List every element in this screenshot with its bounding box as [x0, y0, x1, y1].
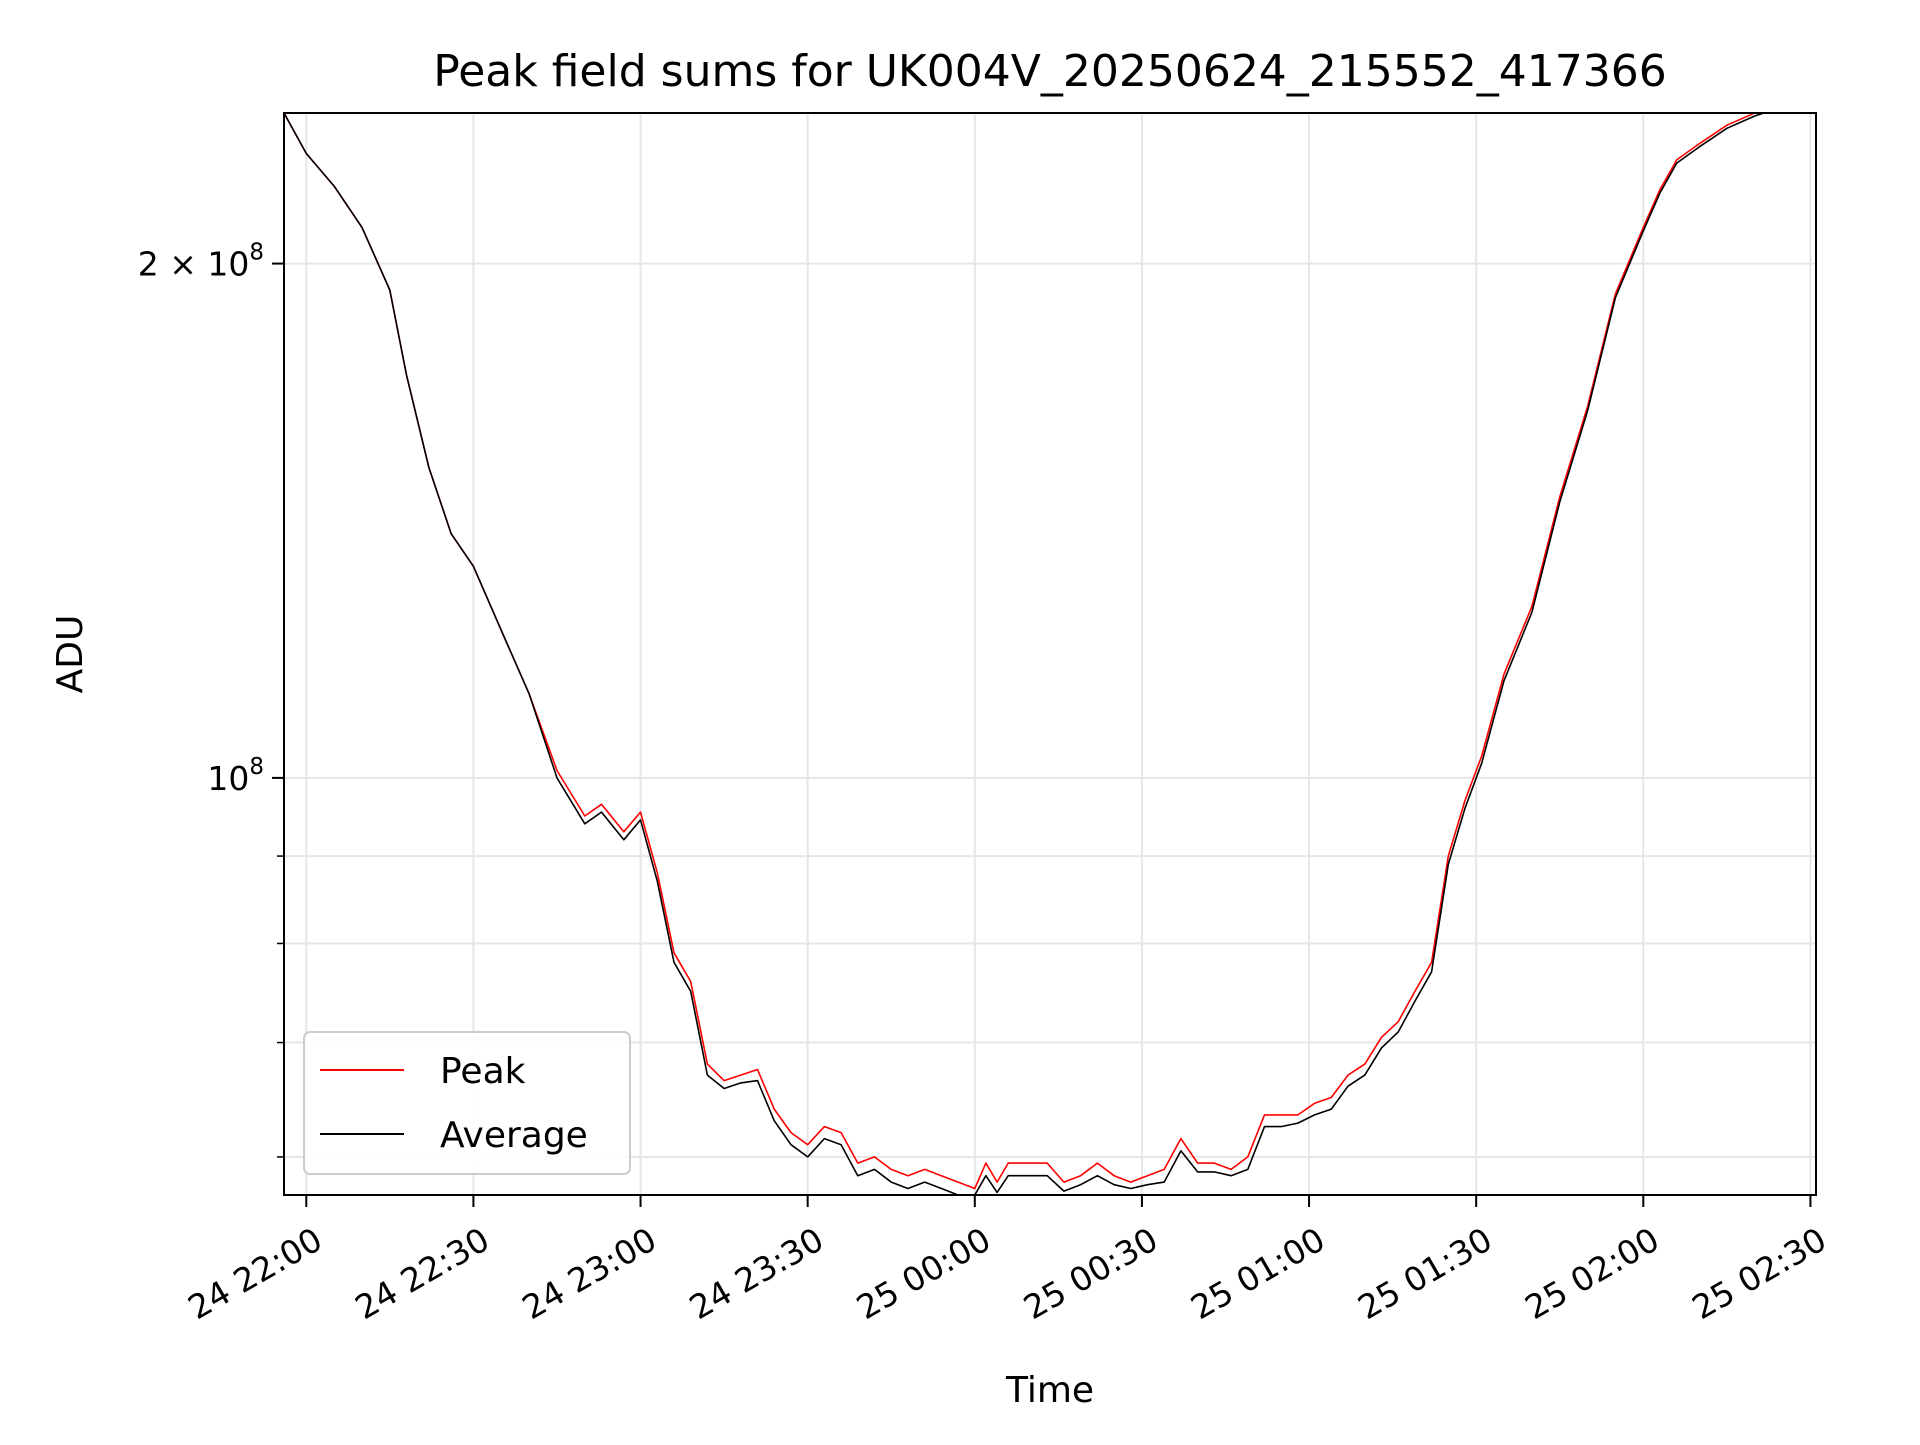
y-axis-label: ADU — [50, 615, 91, 694]
plot-frame — [283, 112, 1817, 1196]
grid — [284, 113, 1816, 1195]
legend-box — [303, 1031, 631, 1175]
series-line-peak — [284, 113, 1758, 1190]
y-tick-label: 2 × 108 — [138, 240, 264, 284]
legend-label-average: Average — [440, 1115, 588, 1156]
y-tick-label: 108 — [207, 754, 264, 798]
x-axis-label: Time — [1005, 1370, 1094, 1411]
legend: Peak Average — [303, 1031, 631, 1175]
series-layer — [284, 113, 1767, 1195]
chart-title: Peak field sums for UK004V_20250624_2155… — [433, 46, 1666, 97]
legend-label-peak: Peak — [440, 1051, 526, 1092]
series-line-average — [284, 113, 1767, 1195]
